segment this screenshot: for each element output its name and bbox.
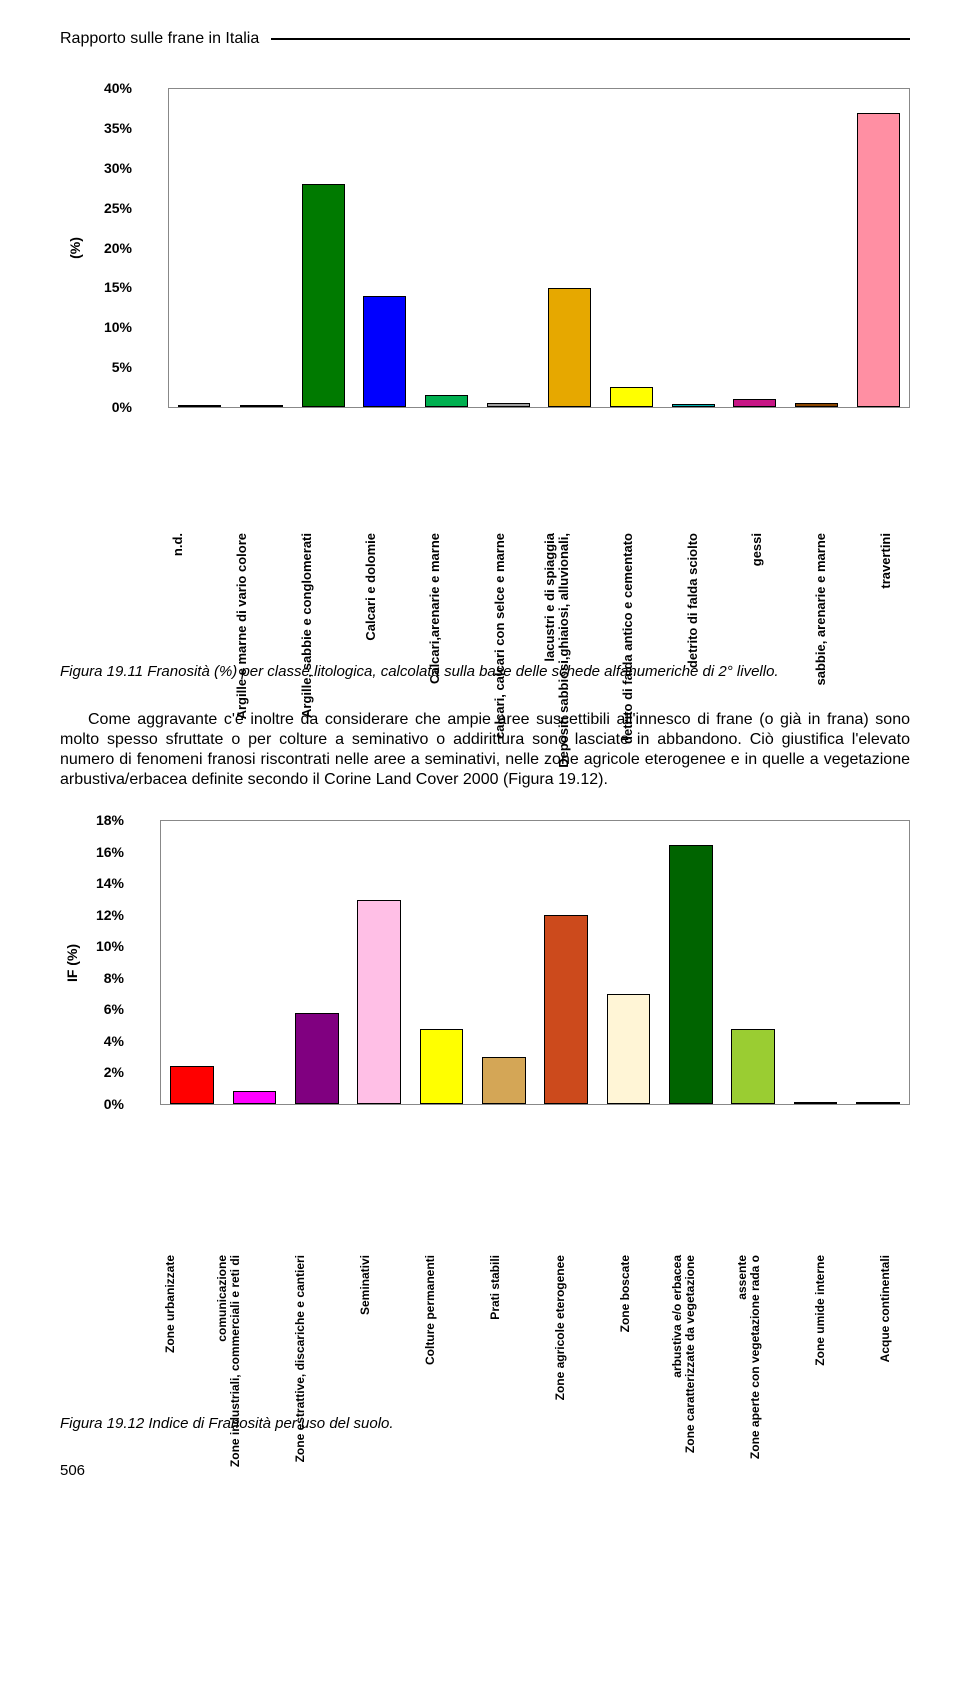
chart1-xlabel: Argille e marne di vario colore <box>234 533 249 719</box>
chart1-bar <box>857 113 900 407</box>
chart2-xlabel: Zone agricole eterogenee <box>553 1255 567 1400</box>
chart1-ylabel: (%) <box>67 237 83 259</box>
chart1-ytick: 40% <box>104 88 132 89</box>
chart2-ytick: 6% <box>104 1009 124 1010</box>
chart1-bar <box>240 405 283 407</box>
chart2-xlabel: Zone umide interne <box>813 1255 827 1366</box>
chart2-xlabel: Colture permanenti <box>423 1255 437 1365</box>
chart1-bar <box>733 399 776 407</box>
chart1-xlabel: detrito di falda sciolto <box>685 533 700 668</box>
chart2: IF (%) 18% 16% 14% 12% 10% 8% 6% 4% 2% 0% <box>60 820 910 1105</box>
chart2-bar <box>731 1029 775 1104</box>
chart1-bar <box>795 403 838 407</box>
chart2-xlabels: Zone urbanizzateZone industriali, commer… <box>130 1255 910 1405</box>
chart1-xlabel: Calcari,arenarie e marne <box>427 533 442 684</box>
chart1-caption: Figura 19.11 Franosità (%) per classe li… <box>60 663 910 680</box>
chart2-bar <box>420 1029 464 1104</box>
chart2-xlabel-line2: comunicazione <box>215 1255 229 1342</box>
chart2-xlabel: Zone industriali, commerciali e reti di <box>228 1255 242 1467</box>
chart1-xlabel: travertini <box>878 533 893 589</box>
chart1-ytick: 35% <box>104 128 132 129</box>
chart1-bar <box>178 405 221 407</box>
chart1-xlabel: gessi <box>749 533 764 566</box>
chart2-ytick: 12% <box>96 915 124 916</box>
chart2-xlabel: Zone estrattive, discariche e cantieri <box>293 1255 307 1462</box>
chart1-plot <box>169 89 909 407</box>
chart1-xlabel: detrito di falda antico e cementato <box>620 533 635 744</box>
chart2-bar <box>170 1066 214 1104</box>
header-rule <box>271 38 910 40</box>
chart2-bar <box>607 994 651 1104</box>
chart1-bar <box>302 184 345 407</box>
chart1-ytick: 5% <box>112 367 132 368</box>
chart1: (%) 40% 35% 30% 25% 20% 15% 10% 5% 0% <box>60 88 910 408</box>
chart2-ytick: 2% <box>104 1072 124 1073</box>
chart1-yaxis: 40% 35% 30% 25% 20% 15% 10% 5% 0% <box>90 88 138 408</box>
chart2-xlabel-line2: assente <box>735 1255 749 1300</box>
chart1-ytick: 0% <box>112 407 132 408</box>
page-number: 506 <box>60 1462 910 1479</box>
chart2-xlabel: Zone urbanizzate <box>163 1255 177 1353</box>
chart1-xlabel: calcari, calcari con selce e marne <box>492 533 507 739</box>
chart2-ytick: 16% <box>96 852 124 853</box>
chart2-xlabel: Zone boscate <box>618 1255 632 1332</box>
chart2-plot <box>161 821 909 1104</box>
header-title: Rapporto sulle frane in Italia <box>60 30 259 48</box>
chart2-caption: Figura 19.12 Indice di Franosità per uso… <box>60 1415 910 1432</box>
body-paragraph: Come aggravante c'è inoltre da considera… <box>60 710 910 790</box>
chart2-bar <box>295 1013 339 1104</box>
chart1-bar <box>610 387 653 407</box>
chart1-ytick: 15% <box>104 287 132 288</box>
chart2-bar <box>544 915 588 1104</box>
chart1-bar <box>363 296 406 407</box>
chart1-xlabel: Depositi sabbiosi,ghiaiosi, alluvionali, <box>556 533 571 768</box>
chart1-ytick: 25% <box>104 208 132 209</box>
chart1-xlabel: n.d. <box>170 533 185 556</box>
chart2-ytick: 4% <box>104 1041 124 1042</box>
chart1-xlabels: n.d.Argille e marne di vario coloreArgil… <box>138 533 910 653</box>
chart2-ytick: 18% <box>96 820 124 821</box>
chart2-ytick: 0% <box>104 1104 124 1105</box>
chart2-ytick: 14% <box>96 883 124 884</box>
chart1-bar <box>487 403 530 407</box>
chart2-yaxis: 18% 16% 14% 12% 10% 8% 6% 4% 2% 0% <box>85 820 130 1105</box>
chart2-ytick: 8% <box>104 978 124 979</box>
chart2-xlabel: Zone caratterizzate da vegetazione <box>683 1255 697 1453</box>
chart2-bar <box>357 900 401 1104</box>
chart2-bar <box>856 1102 900 1104</box>
chart2-xlabel: Seminativi <box>358 1255 372 1315</box>
chart1-ytick: 10% <box>104 327 132 328</box>
chart1-xlabel: Argille, sabbie e conglomerati <box>299 533 314 718</box>
page-header: Rapporto sulle frane in Italia <box>60 30 910 48</box>
chart2-ylabel: IF (%) <box>65 943 81 981</box>
chart2-ytick: 10% <box>96 946 124 947</box>
chart2-bar <box>233 1091 277 1104</box>
chart1-xlabel-line2: lacustri e di spiaggia <box>542 533 557 662</box>
chart2-xlabel: Zone aperte con vegetazione rada o <box>748 1255 762 1459</box>
chart1-xlabel: Calcari e dolomie <box>363 533 378 641</box>
chart1-bar <box>548 288 591 407</box>
chart2-xlabel: Acque continentali <box>878 1255 892 1362</box>
chart2-bar <box>794 1102 838 1104</box>
chart1-ytick: 20% <box>104 248 132 249</box>
chart1-bar <box>425 395 468 407</box>
chart2-bar <box>669 845 713 1104</box>
chart2-bar <box>482 1057 526 1104</box>
chart2-xlabel: Prati stabili <box>488 1255 502 1320</box>
chart1-bar <box>672 404 715 407</box>
chart1-ytick: 30% <box>104 168 132 169</box>
chart2-xlabel-line2: arbustiva e/o erbacea <box>670 1255 684 1378</box>
chart1-xlabel: sabbie, arenarie e marne <box>813 533 828 685</box>
